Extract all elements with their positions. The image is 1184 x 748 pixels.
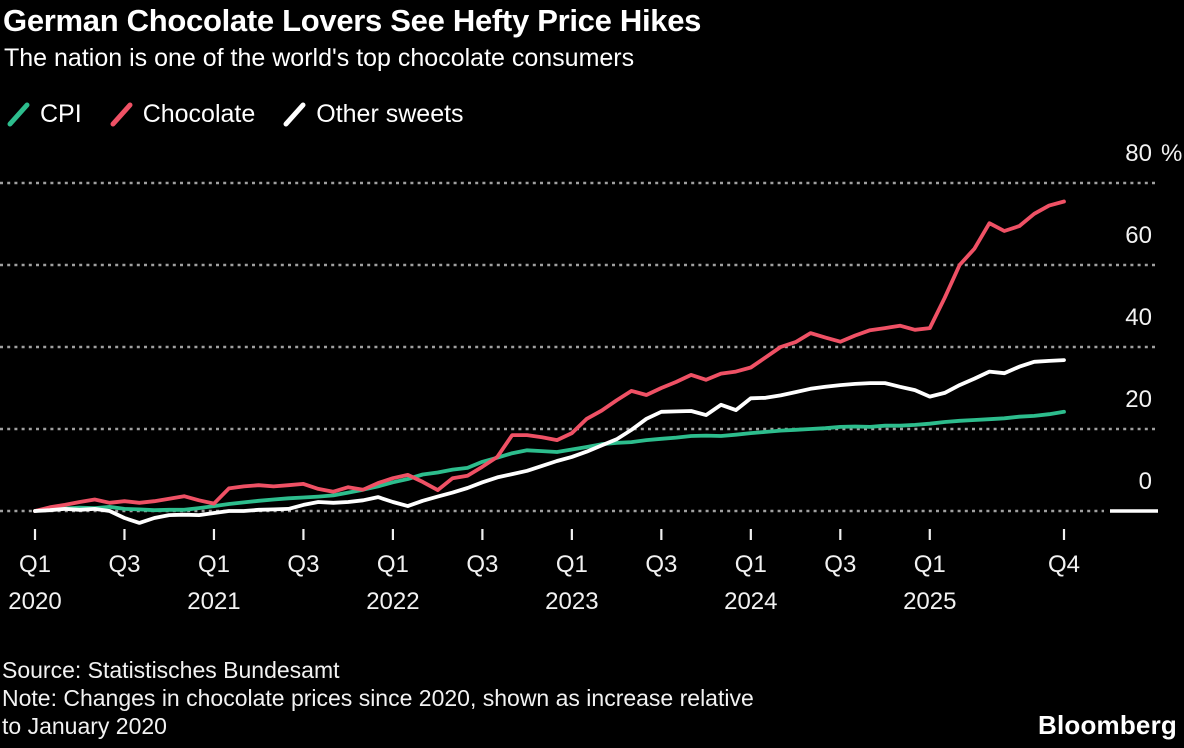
legend: CPI Chocolate Other sweets (6, 100, 464, 129)
legend-item-chocolate: Chocolate (109, 100, 256, 129)
chart-subtitle: The nation is one of the world's top cho… (4, 44, 635, 72)
legend-label-chocolate: Chocolate (142, 100, 256, 128)
line-cpi (33, 409, 1066, 513)
chocolate-line-swatch-icon (110, 102, 133, 127)
note-line-2: to January 2020 (2, 713, 167, 739)
legend-label-cpi: CPI (40, 100, 82, 128)
legend-item-other-sweets: Other sweets (282, 100, 464, 129)
source-line: Source: Statistisches Bundesamt (2, 657, 340, 683)
other-sweets-line-swatch-icon (283, 102, 306, 127)
chart-title: German Chocolate Lovers See Hefty Price … (3, 3, 702, 38)
line-chocolate (33, 199, 1066, 513)
legend-item-cpi: CPI (6, 100, 82, 129)
legend-label-other-sweets: Other sweets (316, 100, 464, 128)
cpi-line-swatch-icon (7, 102, 30, 127)
footer: Source: Statistisches Bundesamt Note: Ch… (2, 656, 754, 740)
line-other-sweets (33, 358, 1066, 525)
bloomberg-logo: Bloomberg (1037, 710, 1177, 740)
note-line-1: Note: Changes in chocolate prices since … (2, 685, 754, 711)
